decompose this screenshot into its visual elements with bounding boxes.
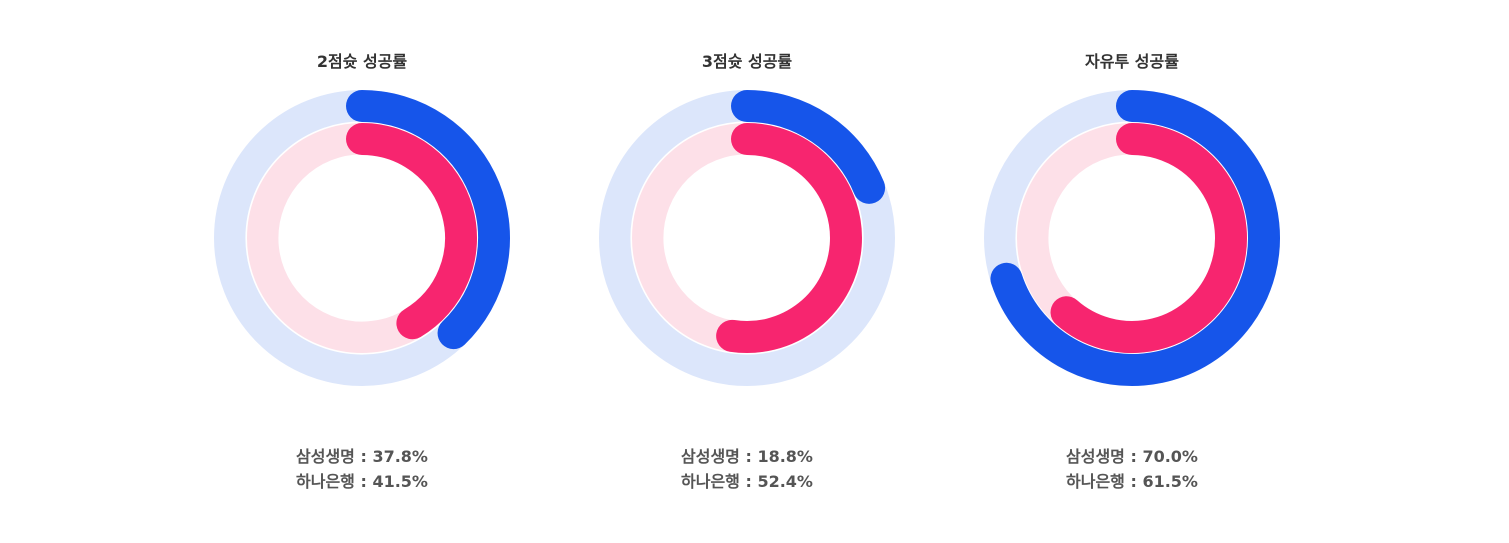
legend-separator: : (354, 472, 373, 491)
ring-separator (1048, 154, 1216, 322)
legend-item-samsung: 삼성생명 : 37.8% (202, 444, 522, 469)
legend-value: 41.5% (372, 472, 428, 491)
legend-value: 70.0% (1142, 447, 1198, 466)
legend-label: 하나은행 (681, 472, 740, 491)
chart-panel-ft: 자유투 성공률 삼성생명 : 70.0% 하나은행 : 61.5% (972, 0, 1292, 543)
legend-label: 삼성생명 (681, 447, 740, 466)
radial-chart-2pt (214, 90, 510, 386)
chart-title: 3점슛 성공률 (701, 52, 793, 71)
legend-value: 18.8% (757, 447, 813, 466)
chart-legend: 삼성생명 : 70.0% 하나은행 : 61.5% (972, 444, 1292, 494)
legend-value: 37.8% (372, 447, 428, 466)
legend-separator: : (1124, 472, 1143, 491)
bar-arc-hana (1050, 123, 1247, 353)
radial-chart-3pt (599, 90, 895, 386)
legend-separator: : (354, 447, 373, 466)
ring-separator (278, 154, 446, 322)
legend-item-hana: 하나은행 : 52.4% (587, 469, 907, 494)
chart-title: 2점슛 성공률 (316, 52, 408, 71)
chart-panel-3pt: 3점슛 성공률 삼성생명 : 18.8% 하나은행 : 52.4% (587, 0, 907, 543)
bar-arc-samsung (731, 90, 886, 204)
radial-chart-ft (984, 90, 1280, 386)
bar-arc-samsung (990, 90, 1280, 386)
legend-item-samsung: 삼성생명 : 18.8% (587, 444, 907, 469)
legend-item-samsung: 삼성생명 : 70.0% (972, 444, 1292, 469)
legend-separator: : (1124, 447, 1143, 466)
bar-arc-samsung (346, 90, 510, 350)
legend-value: 61.5% (1142, 472, 1198, 491)
legend-value: 52.4% (757, 472, 813, 491)
legend-item-hana: 하나은행 : 61.5% (972, 469, 1292, 494)
bar-arc-hana (716, 123, 862, 353)
legend-item-hana: 하나은행 : 41.5% (202, 469, 522, 494)
chart-title: 자유투 성공률 (1085, 52, 1179, 71)
chart-panel-2pt: 2점슛 성공률 삼성생명 : 37.8% 하나은행 : 41.5% (202, 0, 522, 543)
legend-label: 하나은행 (1066, 472, 1125, 491)
legend-separator: : (739, 447, 758, 466)
ring-separator (663, 154, 831, 322)
chart-legend: 삼성생명 : 18.8% 하나은행 : 52.4% (587, 444, 907, 494)
legend-label: 하나은행 (296, 472, 355, 491)
chart-legend: 삼성생명 : 37.8% 하나은행 : 41.5% (202, 444, 522, 494)
bar-arc-hana (346, 123, 477, 340)
legend-label: 삼성생명 (296, 447, 355, 466)
legend-separator: : (739, 472, 758, 491)
legend-label: 삼성생명 (1066, 447, 1125, 466)
